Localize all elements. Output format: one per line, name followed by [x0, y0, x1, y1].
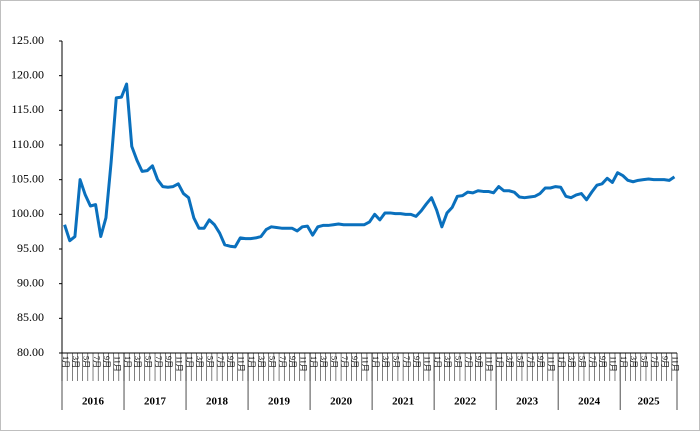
x-tick-label: 5月 — [454, 356, 463, 368]
x-tick-label: 3月 — [319, 356, 328, 368]
y-tick-label: 115.00 — [11, 102, 44, 116]
x-tick-label: 9月 — [536, 356, 545, 368]
x-tick-label: 1月 — [495, 356, 504, 368]
x-tick-label: 5月 — [205, 356, 214, 368]
x-tick-label: 1月 — [247, 356, 256, 368]
y-tick-label: 85.00 — [17, 310, 44, 324]
x-tick-label: 7月 — [340, 356, 349, 368]
y-tick-label: 100.00 — [11, 206, 44, 220]
x-tick-label: 7月 — [402, 356, 411, 368]
x-tick-label: 5月 — [578, 356, 587, 368]
x-tick-label: 9月 — [350, 356, 359, 368]
year-label: 2025 — [638, 396, 661, 408]
x-tick-label: 7月 — [278, 356, 287, 368]
year-label: 2016 — [82, 396, 105, 408]
x-tick-label: 3月 — [381, 356, 390, 368]
x-tick-label: 11月 — [298, 356, 307, 372]
y-tick-label: 95.00 — [17, 241, 44, 255]
x-tick-label: 1月 — [185, 356, 194, 368]
series-line — [63, 82, 676, 249]
year-label: 2020 — [330, 396, 353, 408]
year-label: 2018 — [206, 396, 229, 408]
x-tick-label: 3月 — [257, 356, 266, 368]
year-label: 2024 — [578, 396, 601, 408]
x-tick-label: 3月 — [629, 356, 638, 368]
x-tick-label: 5月 — [640, 356, 649, 368]
x-tick-label: 3月 — [567, 356, 576, 368]
x-tick-label: 9月 — [474, 356, 483, 368]
x-tick-label: 11月 — [236, 356, 245, 372]
x-tick-label: 1月 — [61, 356, 70, 368]
x-tick-label: 9月 — [412, 356, 421, 368]
y-tick-label: 110.00 — [11, 137, 44, 151]
year-label: 2017 — [144, 396, 167, 408]
x-tick-label: 11月 — [671, 356, 680, 372]
x-tick-label: 9月 — [226, 356, 235, 368]
x-tick-label: 3月 — [443, 356, 452, 368]
x-tick-label: 9月 — [598, 356, 607, 368]
x-tick-label: 11月 — [485, 356, 494, 372]
x-tick-label: 9月 — [102, 356, 111, 368]
y-tick-label: 80.00 — [17, 345, 44, 359]
x-tick-label: 9月 — [164, 356, 173, 368]
x-tick-label: 5月 — [516, 356, 525, 368]
y-tick-label: 105.00 — [11, 171, 44, 185]
x-tick-label: 7月 — [650, 356, 659, 368]
x-tick-label: 1月 — [123, 356, 132, 368]
x-tick-label: 7月 — [526, 356, 535, 368]
x-tick-label: 5月 — [329, 356, 338, 368]
x-tick-label: 7月 — [464, 356, 473, 368]
x-tick-label: 11月 — [112, 356, 121, 372]
x-tick-label: 7月 — [92, 356, 101, 368]
x-tick-label: 3月 — [505, 356, 514, 368]
y-tick-label: 120.00 — [11, 67, 44, 81]
x-tick-label: 7月 — [216, 356, 225, 368]
x-tick-label: 11月 — [360, 356, 369, 372]
x-tick-label: 7月 — [588, 356, 597, 368]
x-tick-label: 5月 — [267, 356, 276, 368]
x-tick-label: 1月 — [309, 356, 318, 368]
x-tick-label: 11月 — [423, 356, 432, 372]
x-tick-label: 3月 — [71, 356, 80, 368]
y-tick-label: 90.00 — [17, 275, 44, 289]
y-tick-label: 125.00 — [11, 33, 44, 47]
x-tick-label: 1月 — [557, 356, 566, 368]
x-tick-label: 11月 — [174, 356, 183, 372]
year-label: 2021 — [392, 396, 414, 408]
x-tick-label: 9月 — [288, 356, 297, 368]
x-tick-label: 7月 — [154, 356, 163, 368]
x-tick-label: 3月 — [195, 356, 204, 368]
x-tick-label: 5月 — [391, 356, 400, 368]
x-tick-label: 5月 — [81, 356, 90, 368]
x-tick-label: 1月 — [433, 356, 442, 368]
year-label: 2019 — [268, 396, 291, 408]
x-tick-label: 9月 — [660, 356, 669, 368]
x-tick-label: 3月 — [133, 356, 142, 368]
x-tick-label: 11月 — [547, 356, 556, 372]
x-tick-label: 11月 — [609, 356, 618, 372]
x-tick-label: 1月 — [619, 356, 628, 368]
x-tick-label: 1月 — [371, 356, 380, 368]
year-label: 2023 — [516, 396, 539, 408]
x-tick-label: 5月 — [143, 356, 152, 368]
year-label: 2022 — [454, 396, 477, 408]
